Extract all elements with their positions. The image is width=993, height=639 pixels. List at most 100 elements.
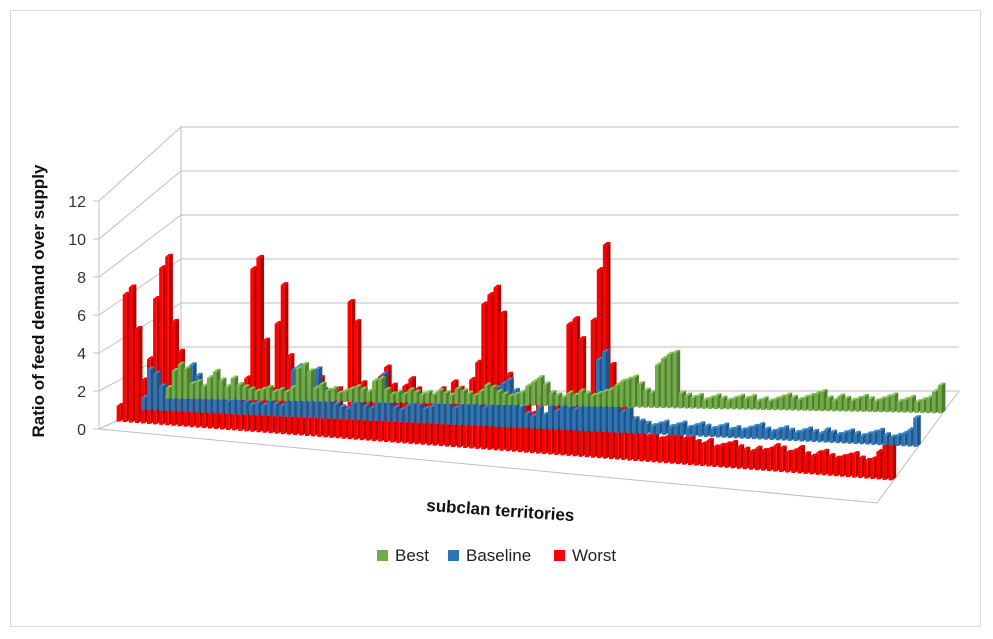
chart-canvas: 0 2 4 6 8 10 12 Ratio of feed demand over supp… [29,126,960,565]
bar-face [713,396,718,410]
bar-face [277,390,282,401]
y-tick-label: 0 [77,422,86,439]
bar-face [489,387,494,405]
bar-face [867,399,871,412]
bar-face [342,391,347,403]
bar-face [141,397,145,411]
bar-top [803,451,812,455]
bar-face [619,412,624,433]
bar-face [784,395,789,411]
bar-face [464,396,468,426]
bar-face [660,358,665,409]
bar-top [159,383,167,387]
bar-face [876,452,881,480]
bar-face [446,404,451,425]
bar-top [821,448,830,452]
bar-face [831,400,836,412]
bar-top [775,427,784,431]
bar-face [499,313,504,451]
bar-face [442,393,447,404]
bar-face [493,287,498,451]
bar-top [572,407,580,411]
bar-face [803,454,808,474]
bar-face [661,422,666,435]
bar-face [779,448,783,473]
bar-top [896,398,905,402]
bar-top [835,431,844,435]
bar-top [690,394,698,398]
bar-top [189,362,197,366]
bar-face [177,364,182,399]
bar-face [733,428,738,439]
bar-face [218,380,223,400]
bar-top [475,359,483,363]
bar-top [513,391,522,395]
bar-top [870,456,878,460]
bar-face [529,413,534,454]
bar-top [637,418,646,422]
bar-top [530,413,538,417]
bar-face [354,387,358,403]
bar-top [778,394,787,398]
bar-top [814,390,822,394]
bar-face [481,304,485,450]
bar-face [542,384,547,406]
bar-top [301,361,309,365]
bar-face [841,433,845,444]
bar-top [554,408,562,412]
bar-face [278,406,283,417]
bar-face [554,405,558,455]
bar-face [201,386,205,400]
bar-face [637,421,642,434]
bar-face [377,379,382,403]
bar-face [751,426,756,440]
bar-face [404,406,409,423]
bar-face [472,395,476,405]
bar-face [901,433,905,447]
bar-top [657,436,666,440]
bar-top [116,402,125,406]
bar-top [472,392,480,396]
bar-top [855,395,863,399]
bar-face [242,402,247,415]
bar-top [660,355,669,359]
bar-top [348,386,357,390]
bar-top [260,402,269,406]
bar-top [189,381,197,385]
bar-face [392,407,397,423]
bar-face [230,398,235,415]
bar-top [372,378,380,382]
bar-top [347,299,356,303]
bar-face [772,399,777,411]
bar-face [655,424,660,435]
bar-face [596,394,600,407]
bar-face [829,432,834,443]
bar-top [278,403,287,407]
bar-face [395,392,400,404]
bar-face [512,390,516,428]
bar-top [260,386,268,390]
gridline [98,170,959,240]
bar-top [799,428,808,432]
bar-top [183,366,191,370]
bar-face [330,388,335,402]
bar-face [690,397,694,409]
bar-face [715,427,720,438]
bar-face [791,451,795,473]
bar-face [601,391,606,407]
bar-face [724,444,729,468]
bar-face [329,402,333,438]
bar-top [454,386,463,390]
bar-face [883,435,887,446]
bar-face [742,449,747,470]
bar-face [914,402,918,413]
bar-top [165,253,173,257]
bar-face [195,382,199,400]
bar-top [596,267,605,271]
bar-face [338,407,343,420]
bar-top [920,397,928,401]
bar-face [761,399,765,410]
bar-face [657,439,662,463]
bar-face [134,328,139,424]
bar-face [718,445,722,468]
